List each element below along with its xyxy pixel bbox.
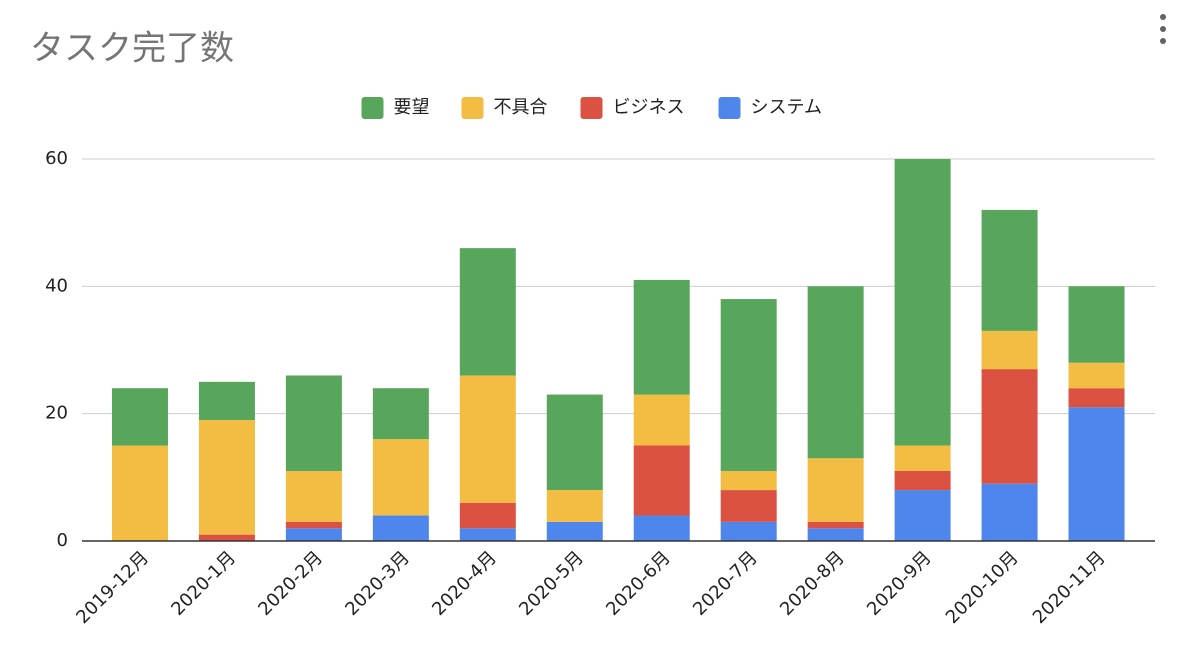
y-tick-label: 40 <box>45 275 68 296</box>
bar-segment <box>894 490 951 541</box>
bar-segment <box>285 470 342 522</box>
bar-segment <box>285 528 342 541</box>
bar-segment <box>807 528 864 541</box>
legend-swatch <box>580 97 603 119</box>
bar-segment <box>894 159 951 446</box>
bar-segment <box>894 445 951 471</box>
bar-segment <box>1068 388 1125 408</box>
menu-dot <box>1160 14 1166 20</box>
bar-segment <box>459 248 516 376</box>
legend-label: 要望 <box>394 97 430 118</box>
bar-segment <box>720 490 777 522</box>
menu-dot <box>1160 26 1166 32</box>
legend-label: システム <box>751 97 822 118</box>
x-tick-label: 2020-1月 <box>167 547 240 620</box>
bar-segment <box>285 521 342 529</box>
bar-segment <box>720 521 777 541</box>
legend: 要望 不具合 ビジネス システム <box>361 97 822 119</box>
bar-segment <box>807 458 864 522</box>
bar-segment <box>1068 407 1125 541</box>
y-tick-label: 20 <box>45 403 68 424</box>
bar-segment <box>111 388 168 446</box>
x-tick-label: 2020-11月 <box>1029 547 1110 628</box>
bar-segment <box>1068 286 1125 363</box>
legend-swatch <box>361 97 384 119</box>
bar-segment <box>1068 362 1125 389</box>
bar-segment <box>285 375 342 471</box>
bar-segment <box>459 375 516 503</box>
bar-segment <box>720 470 777 491</box>
bar-segment <box>894 470 951 491</box>
bar-segment <box>546 490 603 522</box>
x-tick-label: 2020-7月 <box>689 547 762 620</box>
legend-label: ビジネス <box>613 97 685 118</box>
y-tick-label: 60 <box>45 148 68 169</box>
bar-segment <box>372 439 429 516</box>
bar-segment <box>198 381 255 421</box>
x-tick-label: 2019-12月 <box>72 547 153 628</box>
bar-segment <box>198 420 255 535</box>
chart-title: タスク完了数 <box>30 29 234 69</box>
x-tick-label: 2020-3月 <box>341 547 414 620</box>
bar-segment <box>981 369 1038 484</box>
bar-segment <box>372 388 429 440</box>
bar-segment <box>633 445 690 516</box>
menu-dot <box>1160 38 1166 44</box>
y-tick-label: 0 <box>57 530 68 551</box>
bar-segment <box>633 515 690 541</box>
bar-segment <box>981 330 1038 370</box>
bar-segment <box>546 521 603 541</box>
x-tick-label: 2020-2月 <box>254 547 327 620</box>
legend-swatch <box>461 97 484 119</box>
bar-segment <box>198 534 255 541</box>
bar-segment <box>111 445 168 541</box>
x-tick-label: 2020-5月 <box>515 547 588 620</box>
bar-segment <box>633 394 690 446</box>
bar-segment <box>546 394 603 491</box>
bar-segment <box>459 528 516 541</box>
menu-icon[interactable] <box>1160 14 1166 44</box>
bar-segment <box>633 279 690 395</box>
x-tick-label: 2020-4月 <box>428 547 501 620</box>
bar-segment <box>981 483 1038 541</box>
bar-segment <box>807 521 864 529</box>
legend-label: 不具合 <box>494 97 548 118</box>
x-tick-label: 2020-10月 <box>942 547 1023 628</box>
bar-segment <box>720 299 777 471</box>
x-tick-label: 2020-6月 <box>602 547 675 620</box>
legend-swatch <box>718 97 741 119</box>
bar-segment <box>981 209 1038 331</box>
bar-segment <box>459 502 516 529</box>
bar-segment <box>807 286 864 459</box>
x-tick-label: 2020-8月 <box>776 547 849 620</box>
bar-segment <box>372 515 429 541</box>
x-tick-label: 2020-9月 <box>863 547 936 620</box>
